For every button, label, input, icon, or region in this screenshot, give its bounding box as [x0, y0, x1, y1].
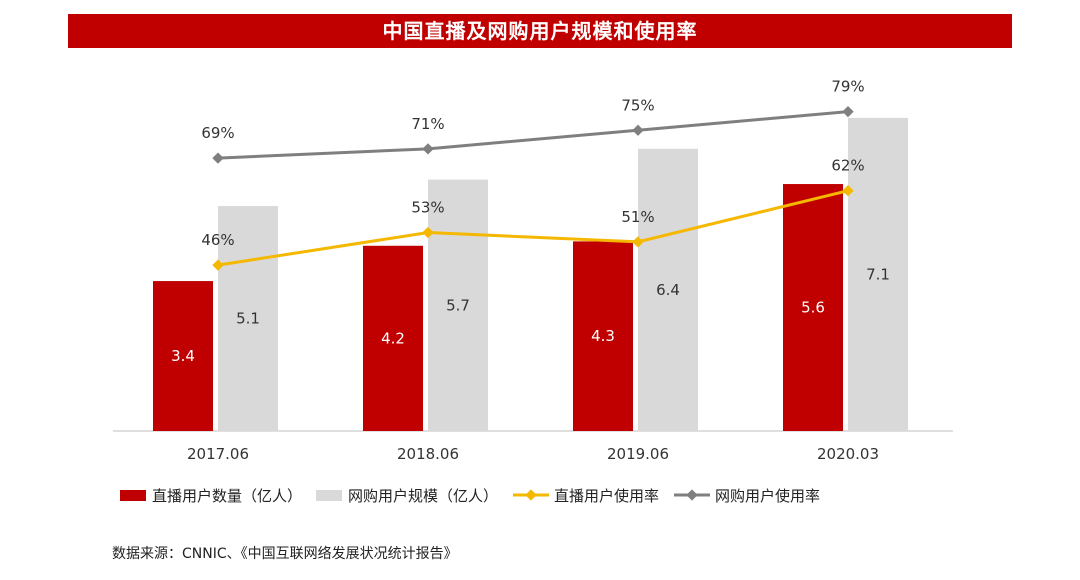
bar-live-users-2: [573, 241, 633, 431]
point-label-live-rate-3: 62%: [831, 157, 864, 175]
bar-label-shop-users-3: 7.1: [866, 265, 890, 283]
point-label-shop-rate-0: 69%: [201, 124, 234, 142]
legend-item-live-users: 直播用户数量（亿人）: [120, 485, 302, 506]
point-label-shop-rate-2: 75%: [621, 96, 654, 114]
legend-label-live-users: 直播用户数量（亿人）: [152, 486, 303, 505]
x-tick-label-0: 2017.06: [187, 445, 249, 463]
legend-item-shop-rate: 网购用户使用率: [673, 485, 820, 506]
point-label-shop-rate-3: 79%: [831, 78, 864, 96]
legend-item-live-rate: 直播用户使用率: [512, 485, 659, 506]
bar-shop-users-1: [428, 179, 488, 431]
legend-item-shop-users: 网购用户规模（亿人）: [316, 485, 498, 506]
bar-shop-users-2: [638, 148, 698, 431]
bar-live-users-1: [363, 245, 423, 431]
legend-swatch-live-rate-marker: [525, 489, 537, 501]
legend-swatch-shop-rate: [674, 489, 711, 501]
point-shop-rate-0: [212, 152, 224, 164]
legend-label-shop-users: 网购用户规模（亿人）: [348, 486, 499, 505]
x-tick-label-3: 2020.03: [817, 445, 879, 463]
bar-shop-users-0: [218, 206, 278, 431]
point-live-rate-1: [422, 226, 434, 239]
legend-swatch-live-rate: [513, 489, 550, 501]
chart-title: 中国直播及网购用户规模和使用率: [68, 14, 1012, 48]
bar-label-live-users-2: 4.3: [591, 327, 615, 345]
bar-shop-users-3: [848, 117, 908, 431]
x-tick-label-2: 2019.06: [607, 445, 669, 463]
legend-label-shop-rate: 网购用户使用率: [715, 486, 821, 505]
line-live-rate: [217, 189, 849, 267]
bar-label-live-users-0: 3.4: [171, 347, 195, 365]
line-shop-rate: [217, 110, 849, 160]
point-live-rate-3: [842, 185, 854, 197]
bar-live-users-0: [153, 281, 213, 431]
legend-label-live-rate: 直播用户使用率: [554, 486, 660, 505]
point-label-shop-rate-1: 71%: [411, 115, 444, 133]
legend: 直播用户数量（亿人） 网购用户规模（亿人） 直播用户使用率 网购用户使用率: [120, 484, 834, 506]
point-shop-rate-1: [422, 143, 434, 155]
point-live-rate-2: [632, 236, 644, 248]
legend-swatch-live-users: [120, 489, 146, 501]
legend-swatch-shop-rate-marker: [686, 489, 698, 501]
point-live-rate-0: [212, 259, 224, 271]
point-label-live-rate-0: 46%: [201, 231, 234, 249]
point-label-live-rate-2: 51%: [621, 208, 654, 226]
source-note: 数据来源：CNNIC、《中国互联网络发展状况统计报告》: [112, 546, 458, 562]
bar-label-shop-users-0: 5.1: [236, 310, 260, 328]
bar-label-live-users-3: 5.6: [801, 299, 825, 317]
point-shop-rate-2: [632, 124, 644, 136]
bar-label-live-users-1: 4.2: [381, 329, 405, 347]
point-label-live-rate-1: 53%: [411, 199, 444, 217]
bar-label-shop-users-1: 5.7: [446, 296, 470, 314]
x-tick-label-1: 2018.06: [397, 445, 459, 463]
bar-label-shop-users-2: 6.4: [656, 281, 680, 299]
legend-swatch-shop-users: [316, 489, 343, 501]
point-shop-rate-3: [842, 105, 854, 118]
bar-live-users-3: [783, 184, 843, 431]
combo-chart: 3.4 5.1 2017.06 4.2 5.7 2018.06 4.3 6.4 2019.06 5…: [113, 78, 953, 463]
